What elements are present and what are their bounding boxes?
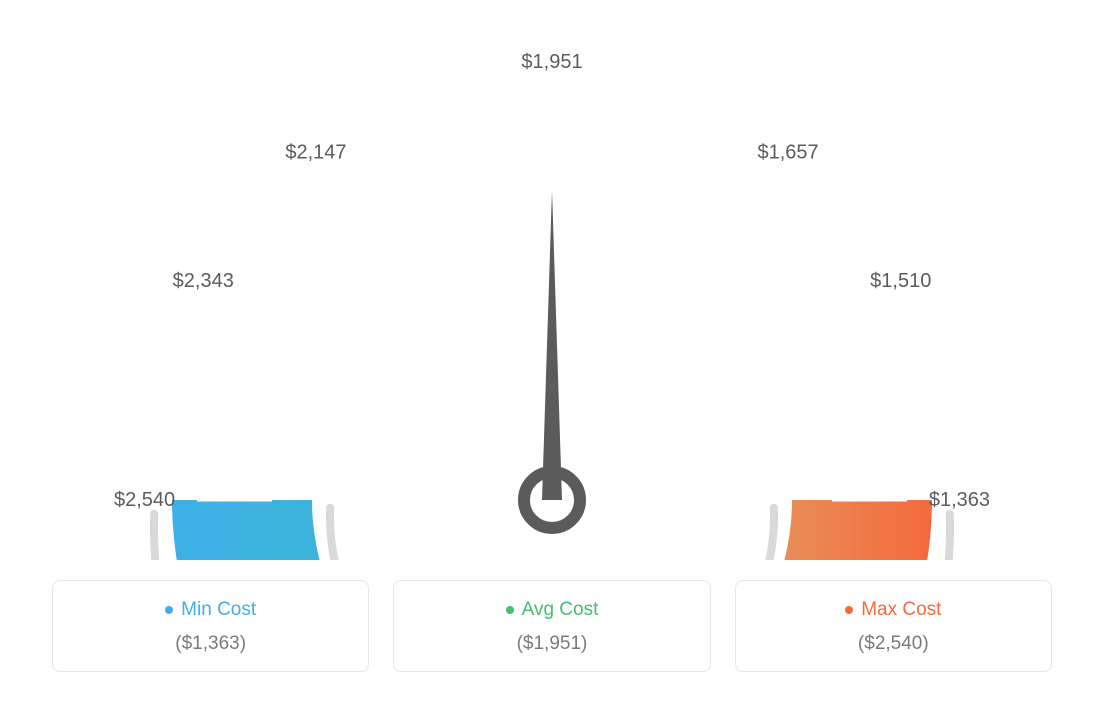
legend-label: Min Cost — [181, 599, 256, 621]
gauge-tick-label: $1,510 — [870, 270, 931, 292]
gauge-tick-label: $1,951 — [521, 51, 582, 73]
gauge-tick-label: $1,657 — [757, 142, 818, 164]
gauge-svg: $1,363 $1,510 $1,657 $1,951 $2,147 $2,343 $2,5… — [52, 30, 1052, 560]
legend-row: Min Cost ($1,363) Avg Cost ($1,951) Max … — [52, 580, 1052, 672]
legend-label: Avg Cost — [522, 599, 599, 621]
gauge-tick-label: $1,363 — [929, 489, 990, 511]
legend-label: Max Cost — [861, 599, 941, 621]
gauge-tick-label: $2,540 — [114, 489, 175, 511]
legend-value-max: ($2,540) — [746, 633, 1041, 655]
gauge-tick-label: $2,147 — [285, 142, 346, 164]
legend-value-min: ($1,363) — [63, 633, 358, 655]
legend-card-min: Min Cost ($1,363) — [52, 580, 369, 672]
dot-icon — [165, 606, 173, 614]
legend-title-avg: Avg Cost — [506, 599, 599, 621]
legend-title-min: Min Cost — [165, 599, 256, 621]
dot-icon — [845, 606, 853, 614]
legend-card-max: Max Cost ($2,540) — [735, 580, 1052, 672]
legend-card-avg: Avg Cost ($1,951) — [393, 580, 710, 672]
legend-title-max: Max Cost — [845, 599, 941, 621]
legend-value-avg: ($1,951) — [404, 633, 699, 655]
dot-icon — [506, 606, 514, 614]
cost-gauge: $1,363 $1,510 $1,657 $1,951 $2,147 $2,343 $2,5… — [52, 30, 1052, 560]
gauge-tick-label: $2,343 — [173, 270, 234, 292]
